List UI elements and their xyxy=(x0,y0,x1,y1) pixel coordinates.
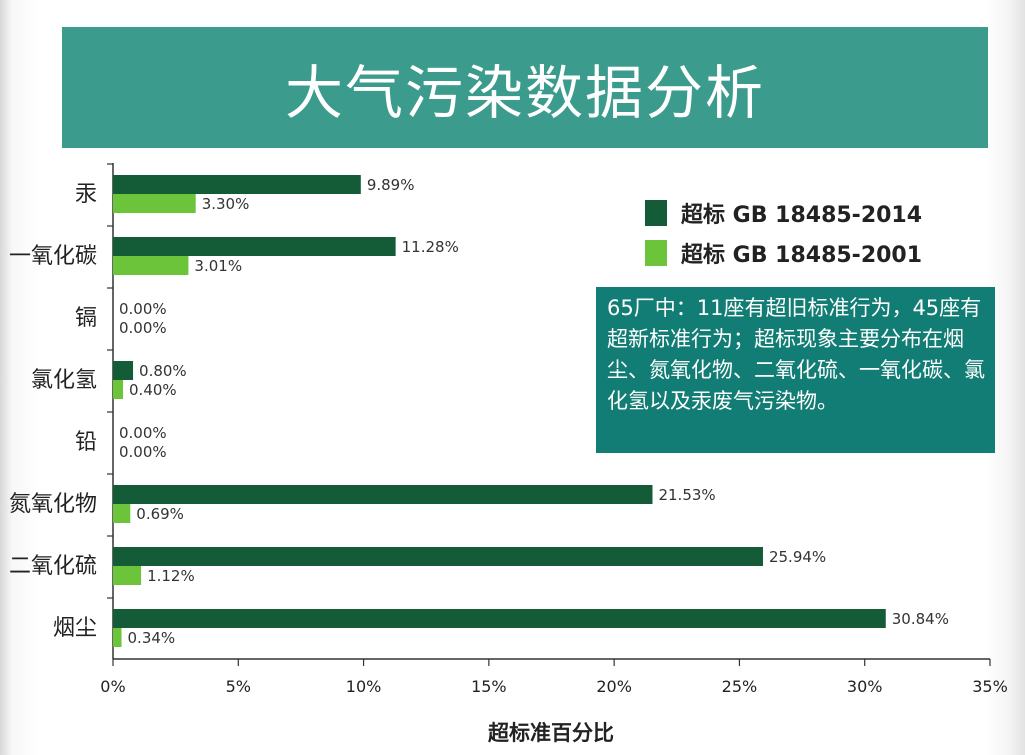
chart-title: 大气污染数据分析 xyxy=(284,58,765,127)
data-label: 0.00% xyxy=(119,319,167,337)
x-tick-label: 30% xyxy=(847,677,883,696)
x-tick-label: 10% xyxy=(346,677,382,696)
data-label: 0.40% xyxy=(129,381,177,399)
x-tick-label: 0% xyxy=(100,677,125,696)
legend-item-2001: 超标 GB 18485-2001 xyxy=(645,237,922,269)
legend-swatch-2014 xyxy=(645,200,667,226)
bar-2014 xyxy=(113,485,653,504)
legend-item-2014: 超标 GB 18485-2014 xyxy=(645,197,922,229)
bar-2001 xyxy=(113,256,189,275)
bar-2014 xyxy=(113,175,361,194)
bar-2001 xyxy=(113,194,196,213)
category-label: 一氧化碳 xyxy=(9,244,97,269)
data-label: 30.84% xyxy=(892,610,949,628)
x-tick-label: 20% xyxy=(596,677,632,696)
x-tick-label: 35% xyxy=(972,677,1008,696)
legend-swatch-2001 xyxy=(645,240,667,266)
category-label: 汞 xyxy=(75,182,97,207)
category-label: 氯化氢 xyxy=(31,368,97,393)
bar-2001 xyxy=(113,380,124,399)
category-label: 烟尘 xyxy=(53,616,97,641)
data-label: 0.00% xyxy=(119,424,167,442)
bar-2014 xyxy=(113,609,886,628)
bar-2014 xyxy=(113,237,396,256)
data-label: 21.53% xyxy=(658,486,715,504)
title-banner: 大气污染数据分析 xyxy=(62,27,988,148)
bar-2001 xyxy=(113,504,131,523)
data-label: 0.80% xyxy=(139,362,187,380)
x-axis-title: 超标准百分比 xyxy=(488,721,614,745)
data-label: 1.12% xyxy=(147,567,195,585)
category-label: 二氧化硫 xyxy=(9,554,97,579)
data-label: 0.00% xyxy=(119,443,167,461)
legend-label-2001: 超标 GB 18485-2001 xyxy=(681,243,923,268)
x-tick-label: 15% xyxy=(471,677,507,696)
bar-2001 xyxy=(113,566,142,585)
bar-2001 xyxy=(113,628,122,647)
summary-note: 65厂中：11座有超旧标准行为，45座有超新标准行为；超标现象主要分布在烟尘、氮… xyxy=(596,287,995,453)
data-label: 9.89% xyxy=(367,176,415,194)
x-tick-label: 25% xyxy=(722,677,758,696)
category-label: 铅 xyxy=(75,430,97,455)
legend: 超标 GB 18485-2014 超标 GB 18485-2001 xyxy=(645,197,922,277)
bar-2014 xyxy=(113,361,134,380)
bar-2014 xyxy=(113,547,763,566)
data-label: 3.30% xyxy=(202,195,250,213)
x-tick-label: 5% xyxy=(226,677,251,696)
data-label: 11.28% xyxy=(402,238,459,256)
data-label: 25.94% xyxy=(769,548,826,566)
data-label: 0.00% xyxy=(119,300,167,318)
data-label: 0.34% xyxy=(128,629,176,647)
category-label: 镉 xyxy=(75,306,97,331)
data-label: 0.69% xyxy=(136,505,184,523)
legend-label-2014: 超标 GB 18485-2014 xyxy=(681,203,923,228)
data-label: 3.01% xyxy=(194,257,242,275)
category-label: 氮氧化物 xyxy=(9,492,97,517)
